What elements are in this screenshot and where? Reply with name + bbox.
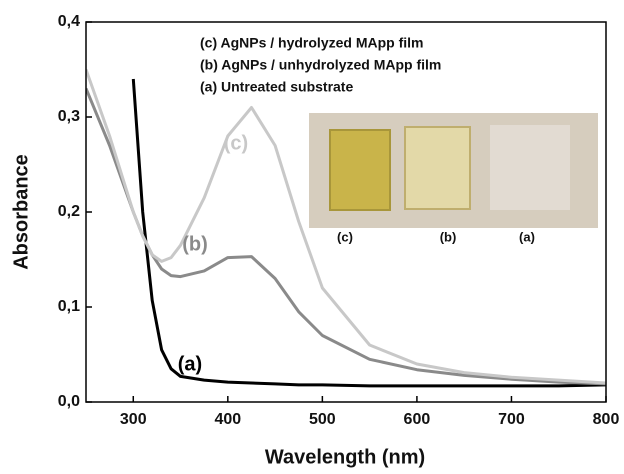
inset-label: (b) xyxy=(440,229,457,244)
x-tick-label: 400 xyxy=(214,411,241,428)
y-tick-label: 0,3 xyxy=(58,108,80,125)
x-tick-label: 500 xyxy=(309,411,336,428)
x-tick-label: 800 xyxy=(593,411,620,428)
y-tick-label: 0,2 xyxy=(58,203,80,220)
y-tick-label: 0,0 xyxy=(58,393,80,410)
legend-entry: (a) Untreated substrate xyxy=(200,79,353,95)
legend-entry: (b) AgNPs / unhydrolyzed MApp film xyxy=(200,57,441,73)
chart: Wavelength (nm) Absorbance 0,0 0,1 0,2 0,3 0… xyxy=(0,0,624,474)
y-axis-title: Absorbance xyxy=(10,154,32,270)
y-tick-label: 0,1 xyxy=(58,298,80,315)
x-tick-label: 700 xyxy=(498,411,525,428)
curve-label: (a) xyxy=(178,353,202,375)
inset-photo xyxy=(309,113,598,228)
inset-label: (c) xyxy=(337,229,353,244)
y-tick-label: 0,4 xyxy=(58,13,80,30)
x-tick-label: 600 xyxy=(404,411,431,428)
x-tick-label: 300 xyxy=(120,411,147,428)
curve-label: (b) xyxy=(182,233,208,255)
curve-label: (c) xyxy=(224,132,248,154)
inset-label: (a) xyxy=(519,229,535,244)
legend-entry: (c) AgNPs / hydrolyzed MApp film xyxy=(200,35,424,51)
x-axis-title: Wavelength (nm) xyxy=(265,446,425,468)
